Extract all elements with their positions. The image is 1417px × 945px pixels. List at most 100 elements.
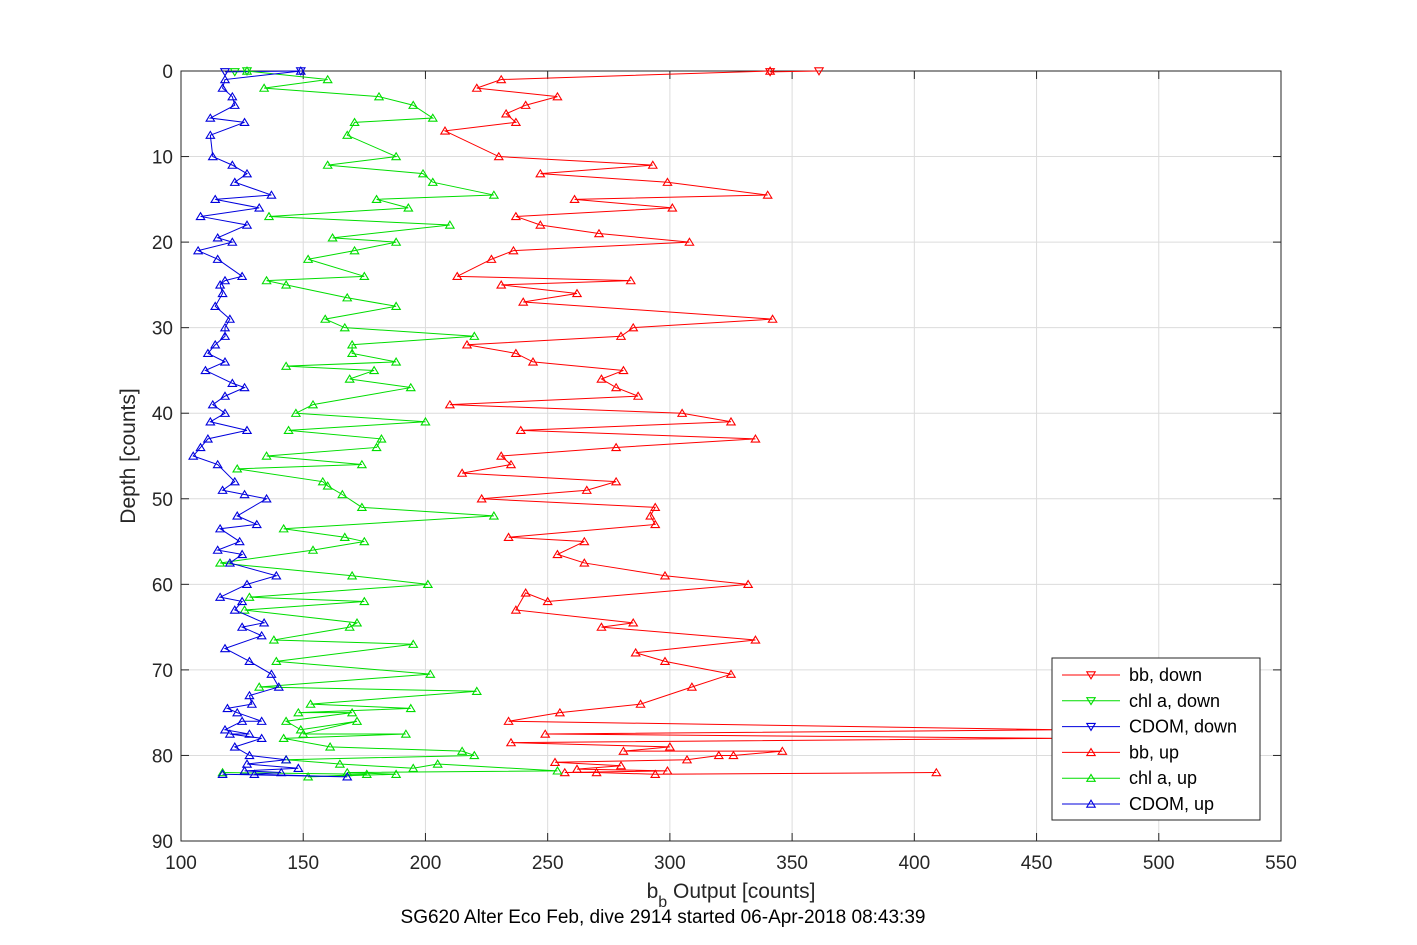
data-point — [258, 617, 270, 627]
data-point — [408, 639, 419, 648]
data-point — [236, 622, 248, 631]
data-point — [632, 391, 644, 400]
y-axis-ticks: 0 10 20 30 40 50 60 70 80 90 — [152, 62, 1281, 853]
data-point — [500, 108, 512, 118]
x-axis-label-subscript: b — [658, 894, 667, 911]
data-point — [232, 707, 243, 717]
data-point — [339, 532, 350, 541]
data-point — [224, 558, 236, 567]
data-point — [278, 733, 289, 743]
data-point — [628, 617, 639, 627]
data-point — [664, 742, 676, 751]
data-point — [764, 68, 776, 77]
grid — [181, 71, 1281, 841]
data-point — [219, 357, 231, 366]
data-point — [676, 408, 688, 417]
data-point — [439, 126, 451, 135]
data-point — [615, 331, 627, 340]
data-point — [767, 314, 778, 323]
data-point — [596, 622, 607, 631]
data-point — [217, 83, 228, 92]
data-point — [219, 724, 231, 734]
data-point — [610, 442, 622, 452]
data-point — [280, 361, 292, 370]
data-point — [650, 502, 661, 512]
data-point — [217, 767, 228, 777]
data-point — [346, 707, 358, 717]
data-point — [273, 682, 284, 691]
series-line — [220, 70, 558, 778]
y-tick-label: 20 — [152, 233, 173, 254]
plot-area-frame — [180, 70, 1282, 842]
data-point — [427, 113, 438, 122]
data-point — [271, 656, 282, 666]
data-point — [224, 729, 236, 738]
data-point — [236, 549, 248, 559]
data-point — [549, 757, 561, 766]
data-point — [444, 399, 456, 409]
data-point — [188, 451, 199, 460]
data-point — [422, 579, 434, 589]
data-point — [469, 750, 480, 760]
data-point — [645, 511, 656, 520]
data-point — [227, 378, 238, 387]
data-point — [346, 339, 358, 349]
data-point — [229, 177, 240, 186]
legend-marker — [1085, 722, 1097, 732]
data-point — [251, 519, 262, 529]
data-point — [271, 570, 282, 580]
data-point — [471, 686, 482, 695]
data-point — [192, 245, 204, 255]
data-point — [305, 699, 316, 708]
data-point — [628, 322, 639, 332]
data-point — [659, 656, 671, 666]
data-point — [535, 220, 546, 229]
data-point — [359, 536, 370, 546]
series-bb-down — [764, 67, 825, 77]
data-point — [610, 476, 622, 486]
data-point — [488, 511, 500, 520]
data-point — [931, 767, 942, 777]
data-point — [337, 489, 348, 499]
data-point — [596, 374, 607, 383]
data-point — [520, 588, 531, 597]
x-axis-label-main: b — [647, 880, 659, 903]
data-point — [200, 365, 211, 375]
data-point — [540, 729, 551, 738]
y-tick-label: 60 — [152, 575, 173, 596]
x-tick-label: 300 — [654, 853, 686, 874]
data-point — [219, 331, 231, 340]
data-point — [261, 275, 272, 285]
data-point — [249, 769, 260, 778]
x-tick-label: 400 — [898, 853, 930, 874]
data-point — [559, 767, 570, 777]
data-point — [219, 322, 231, 332]
data-point — [456, 468, 468, 477]
data-point — [349, 117, 360, 127]
data-point — [256, 630, 267, 640]
data-point — [356, 502, 368, 512]
series-line — [224, 70, 301, 73]
data-point — [244, 729, 255, 738]
data-point — [554, 707, 566, 717]
legend-marker — [1085, 799, 1097, 808]
data-point — [298, 729, 309, 738]
data-point — [219, 74, 231, 84]
data-point — [210, 194, 221, 204]
data-point — [205, 113, 216, 122]
data-point — [686, 682, 698, 691]
data-point — [593, 228, 605, 238]
data-point — [344, 374, 355, 383]
x-tick-label: 200 — [410, 853, 442, 874]
data-point — [342, 292, 353, 302]
data-point — [508, 245, 519, 255]
data-point — [618, 365, 629, 375]
data-point — [510, 117, 522, 127]
data-point — [241, 220, 253, 229]
data-point — [742, 579, 754, 589]
data-point — [625, 275, 636, 285]
series-chl-a-up — [214, 66, 563, 781]
y-tick-label: 70 — [152, 661, 173, 682]
data-point — [236, 271, 248, 281]
data-point — [571, 288, 583, 298]
